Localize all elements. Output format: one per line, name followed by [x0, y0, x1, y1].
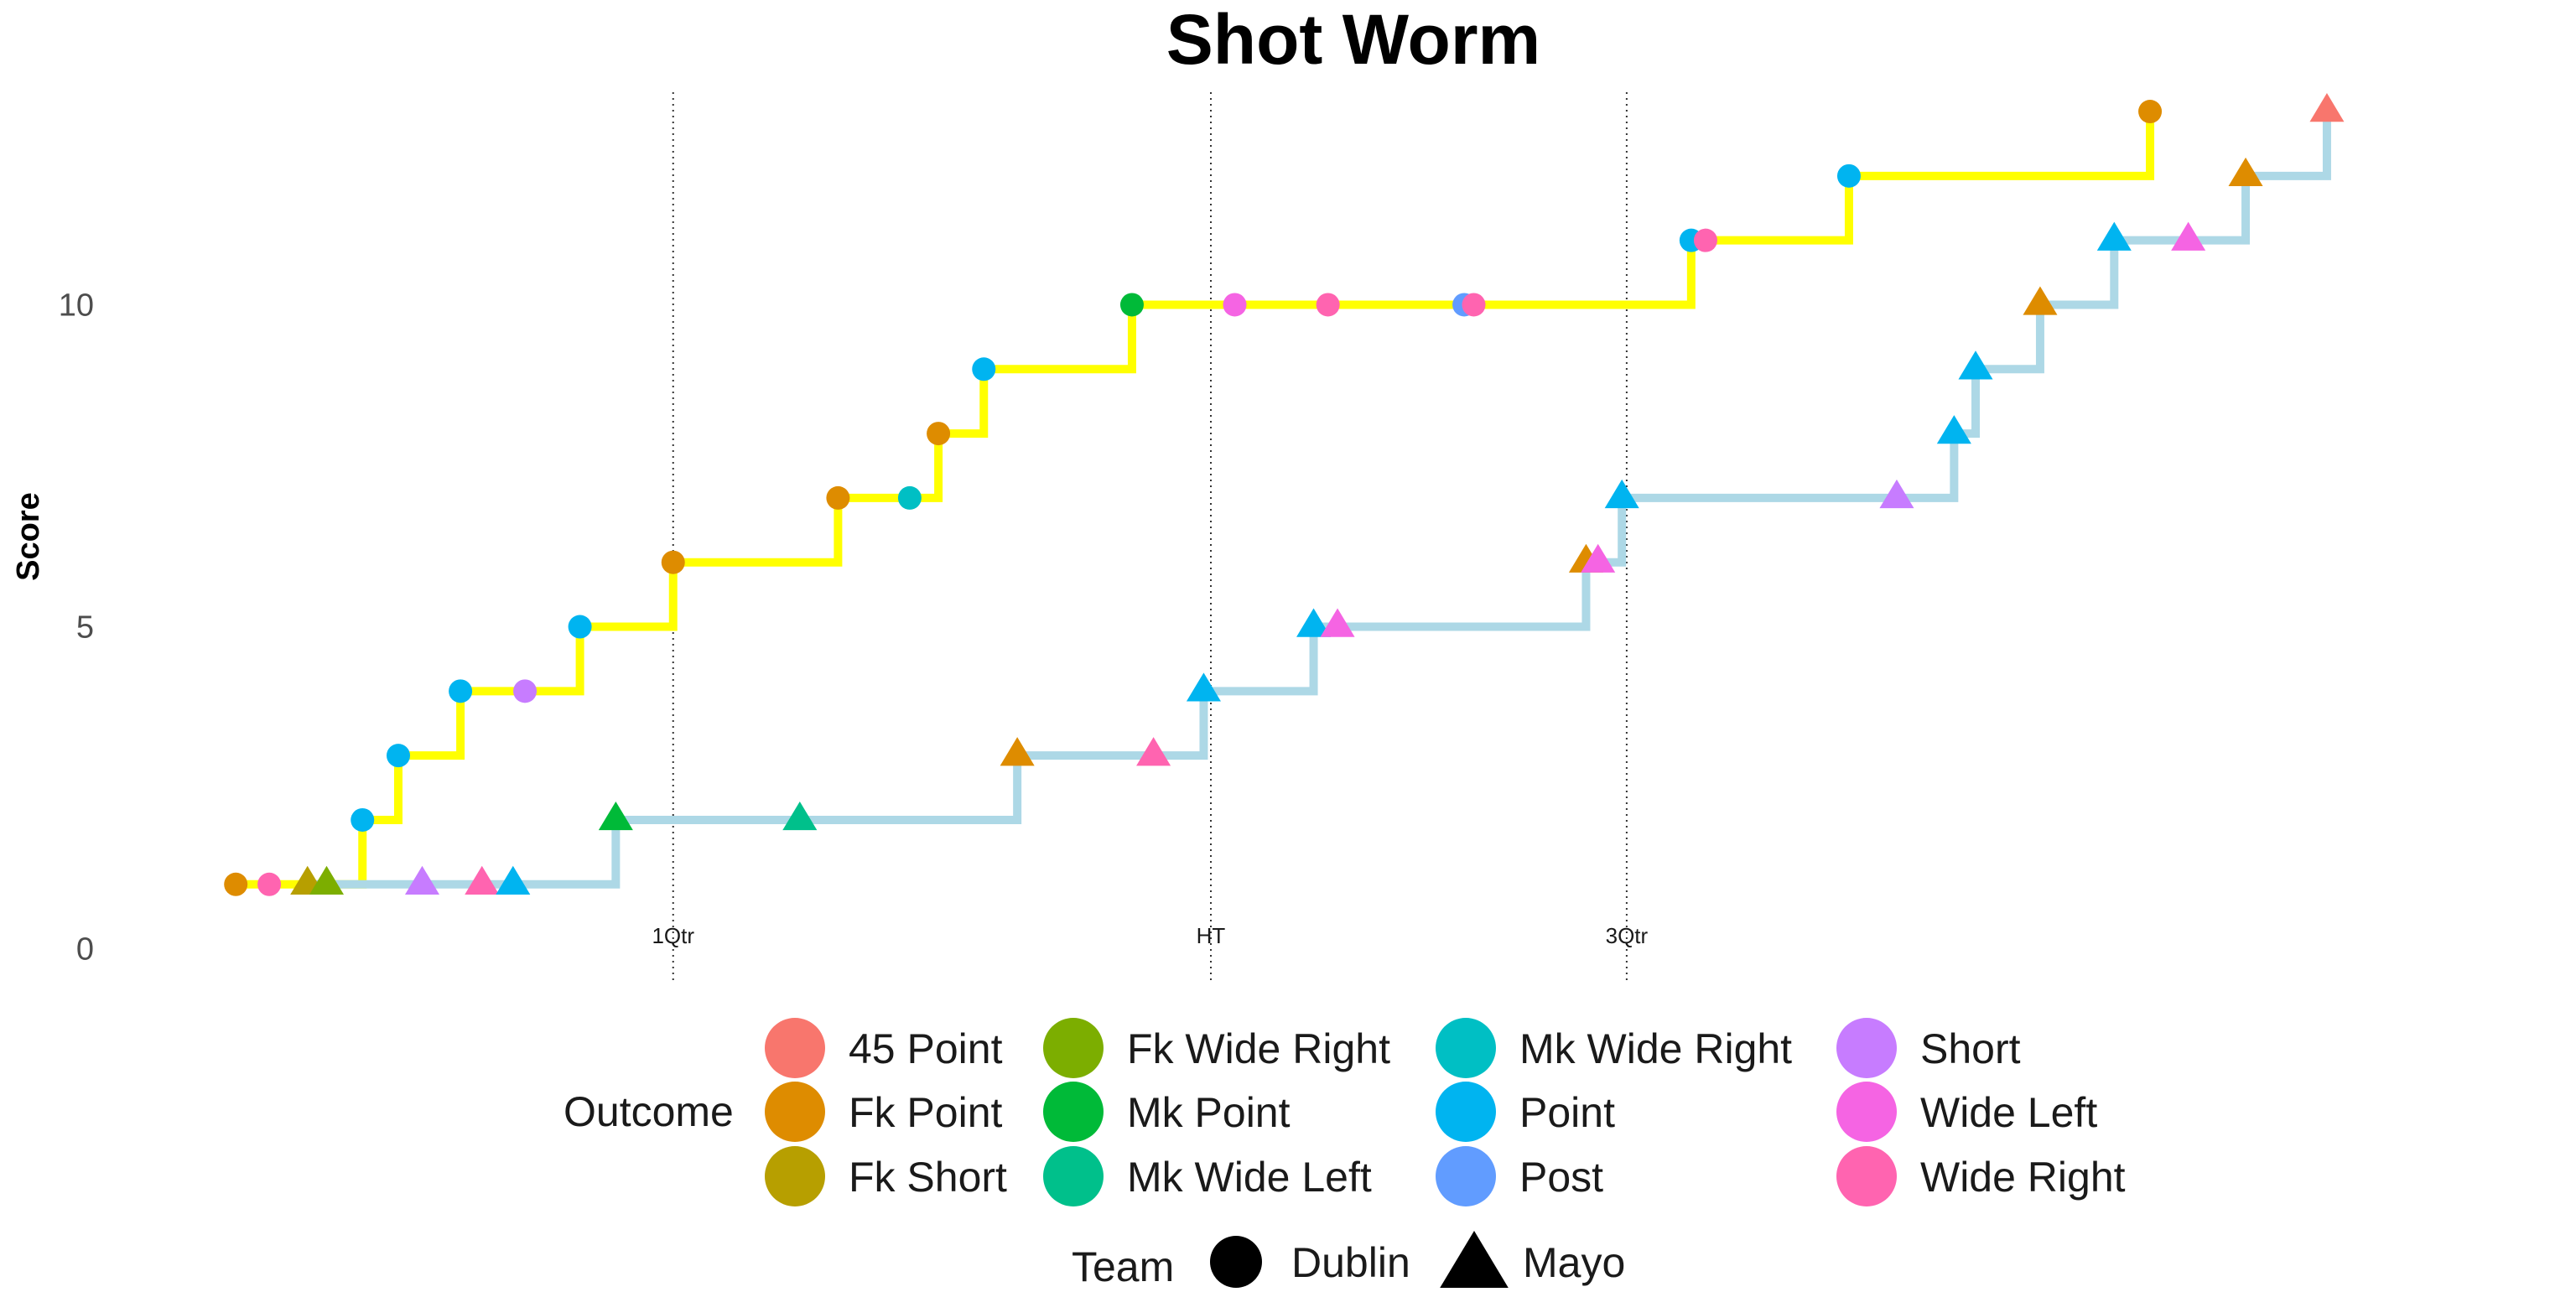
- point-dublin-fk-point: [826, 485, 850, 510]
- y-axis-label: Score: [11, 492, 46, 581]
- point-mayo-wide-right: [465, 865, 500, 895]
- point-mayo-wide-left: [1320, 608, 1355, 637]
- period-label-1qtr: 1Qtr: [652, 923, 694, 948]
- series-points: [224, 93, 2345, 896]
- point-dublin-point: [449, 679, 473, 703]
- legend-label-short: Short: [1920, 1025, 2021, 1072]
- point-dublin-point: [1836, 163, 1861, 188]
- legend-shape-dublin: [1210, 1236, 1262, 1288]
- point-dublin-fk-point: [927, 422, 951, 446]
- legend-label-point: Point: [1519, 1089, 1615, 1136]
- legend-key-mk-point: [1043, 1082, 1104, 1142]
- legend-key-fk-wide-right: [1043, 1018, 1104, 1078]
- point-dublin-point: [972, 357, 996, 381]
- point-mayo-wide-right: [1136, 737, 1171, 766]
- legend-label-fk-point: Fk Point: [849, 1089, 1003, 1136]
- point-mayo-point: [1186, 672, 1221, 702]
- legend: Outcome 45 Point Fk Point Fk Short Fk Wide …: [564, 1018, 2126, 1291]
- legend-team-dublin: Dublin: [1291, 1239, 1410, 1286]
- point-dublin-wide-right: [1462, 293, 1486, 317]
- legend-shape-mayo: [1437, 1231, 1511, 1291]
- legend-outcomes: 45 Point Fk Point Fk Short Fk Wide Right Mk …: [765, 1018, 2126, 1206]
- point-mayo-short: [404, 865, 440, 895]
- point-dublin-fk-point: [224, 872, 248, 896]
- point-mayo-point: [1296, 608, 1332, 637]
- point-mayo-point: [496, 865, 531, 895]
- y-tick-label: 10: [59, 288, 94, 323]
- legend-key-45-point: [765, 1018, 825, 1078]
- point-mayo-point: [1604, 479, 1639, 509]
- point-dublin-wide-left: [1223, 293, 1247, 317]
- point-dublin-wide-right: [257, 872, 282, 896]
- point-dublin-fk-point: [2138, 100, 2163, 124]
- point-mayo-short: [1879, 479, 1914, 509]
- chart-title: Shot Worm: [1166, 0, 1540, 79]
- legend-label-mk-wide-right: Mk Wide Right: [1519, 1025, 1792, 1072]
- legend-label-wide-left: Wide Left: [1920, 1089, 2097, 1136]
- series-line-dublin: [236, 112, 2155, 889]
- legend-key-mk-wide-right: [1436, 1018, 1496, 1078]
- point-dublin-point: [568, 615, 592, 639]
- legend-teams: Dublin Mayo: [1210, 1231, 1625, 1291]
- legend-label-fk-wide-right: Fk Wide Right: [1127, 1025, 1390, 1072]
- y-axis-ticks: 0 5 10: [59, 288, 94, 967]
- point-mayo-point: [1936, 415, 1971, 444]
- point-mayo-45-point: [2309, 93, 2345, 122]
- period-label-ht: HT: [1197, 923, 1226, 948]
- legend-key-wide-right: [1836, 1146, 1897, 1206]
- legend-key-point: [1436, 1082, 1496, 1142]
- point-mayo-fk-point: [2228, 157, 2263, 187]
- point-mayo-fk-wide-right: [309, 865, 345, 895]
- point-mayo-fk-point: [2023, 286, 2058, 315]
- point-mayo-point: [2096, 221, 2132, 251]
- point-mayo-wide-left: [1581, 543, 1616, 573]
- point-mayo-wide-left: [2171, 221, 2206, 251]
- point-dublin-wide-right: [1693, 228, 1717, 252]
- legend-team-title: Team: [1072, 1243, 1174, 1288]
- legend-key-fk-point: [765, 1082, 825, 1142]
- legend-key-wide-left: [1836, 1082, 1897, 1142]
- legend-key-mk-wide-left: [1043, 1146, 1104, 1206]
- legend-key-short: [1836, 1018, 1897, 1078]
- legend-label-45-point: 45 Point: [849, 1025, 1003, 1072]
- point-mayo-mk-wide-left: [782, 801, 818, 831]
- period-label-3qtr: 3Qtr: [1606, 923, 1649, 948]
- point-dublin-fk-point: [661, 550, 685, 574]
- point-dublin-point: [387, 744, 410, 768]
- legend-label-mk-point: Mk Point: [1127, 1089, 1291, 1136]
- series-line-mayo: [307, 112, 2331, 889]
- point-dublin-mk-point: [1119, 293, 1144, 317]
- legend-key-post: [1436, 1146, 1496, 1206]
- legend-team-mayo: Mayo: [1523, 1239, 1625, 1286]
- y-tick-label: 5: [76, 610, 94, 646]
- period-lines: 1Qtr HT 3Qtr: [652, 92, 1649, 981]
- legend-label-fk-short: Fk Short: [849, 1154, 1007, 1201]
- y-tick-label: 0: [76, 932, 94, 968]
- legend-label-post: Post: [1519, 1154, 1603, 1201]
- point-mayo-fk-point: [1000, 737, 1035, 766]
- legend-key-fk-short: [765, 1146, 825, 1206]
- legend-label-mk-wide-left: Mk Wide Left: [1127, 1154, 1372, 1201]
- series-lines: [236, 112, 2331, 889]
- legend-outcome-title: Outcome: [564, 1088, 734, 1135]
- point-dublin-short: [513, 679, 538, 703]
- legend-label-wide-right: Wide Right: [1920, 1154, 2126, 1201]
- point-dublin-point: [351, 807, 375, 832]
- point-mayo-point: [1958, 350, 1993, 380]
- point-mayo-mk-point: [598, 801, 633, 831]
- point-dublin-wide-right: [1316, 293, 1340, 317]
- point-dublin-mk-wide-right: [897, 485, 922, 510]
